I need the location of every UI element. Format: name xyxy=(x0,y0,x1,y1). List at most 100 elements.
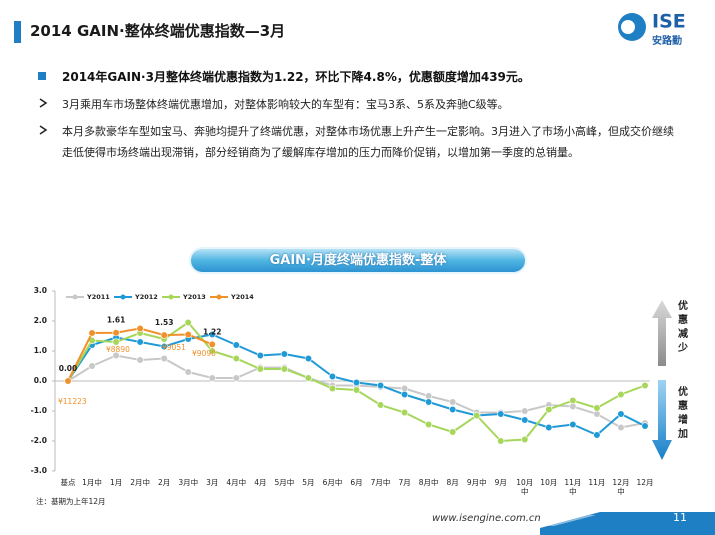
data-point xyxy=(617,423,625,432)
arrow-up xyxy=(652,300,672,366)
y-tick-label: 1.0 xyxy=(34,346,47,355)
data-point xyxy=(425,420,433,429)
data-point xyxy=(352,378,361,387)
data-point xyxy=(641,381,649,390)
y-tick-label: -1.0 xyxy=(31,406,47,415)
x-tick-label: 9月中 xyxy=(466,478,487,487)
bullet-arrow xyxy=(39,98,48,108)
data-point xyxy=(593,410,601,418)
x-tick-label: 10月 xyxy=(540,478,558,487)
data-point xyxy=(569,420,577,429)
bullet-square xyxy=(38,72,46,80)
x-tick-label: 11月 xyxy=(588,478,606,487)
logo-name: ISE xyxy=(652,11,686,33)
x-tick-label: 4月中 xyxy=(226,478,247,487)
bullet-text: 3月乘用车市场整体终端优惠增加，对整体影响较大的车型有：宝马3系、5系及奔驰C级… xyxy=(62,98,509,111)
data-point xyxy=(280,350,288,358)
data-point xyxy=(449,428,457,436)
data-point xyxy=(160,354,168,363)
x-tick-label: 9月 xyxy=(494,478,507,487)
footer-url: www.isengine.com.cn xyxy=(432,513,541,524)
y-tick-label: -2.0 xyxy=(31,436,47,445)
data-point xyxy=(232,374,240,382)
footer-band xyxy=(540,512,715,535)
data-point xyxy=(184,368,192,376)
data-point xyxy=(545,423,553,432)
data-point xyxy=(593,431,601,439)
side-label: 优惠减少 xyxy=(678,301,688,354)
data-point xyxy=(136,324,144,333)
x-tick-label: 4月 xyxy=(254,478,267,487)
slide-title: 2014 GAIN·整体终端优惠指数—3月 xyxy=(30,22,286,40)
data-point xyxy=(376,381,385,390)
bullet-arrow xyxy=(39,125,48,135)
data-point xyxy=(136,356,144,364)
bullet-text: 2014年GAIN·3月整体终端优惠指数为1.22，环比下降4.8%，优惠额度增… xyxy=(62,70,530,84)
x-tick-label: 7月 xyxy=(398,478,411,487)
x-tick-label: 12月 xyxy=(636,478,654,487)
x-tick-label: 6月 xyxy=(350,478,363,487)
x-tick-label: 12月中 xyxy=(612,478,630,496)
logo-icon-inner xyxy=(621,20,635,34)
data-point xyxy=(521,407,529,415)
annotation: ¥9051 xyxy=(162,343,186,352)
legend-marker xyxy=(168,294,174,300)
annotation: ¥11223 xyxy=(58,397,87,406)
data-point xyxy=(184,318,192,327)
data-point xyxy=(88,362,96,370)
x-tick-label: 7月中 xyxy=(370,478,391,487)
data-point xyxy=(400,390,409,399)
data-point xyxy=(304,354,313,363)
x-tick-label: 2月中 xyxy=(130,478,151,487)
data-point xyxy=(328,384,337,393)
x-tick-label: 3月 xyxy=(206,478,219,487)
x-tick-label: 5月 xyxy=(302,478,315,487)
data-point xyxy=(232,354,240,363)
data-point xyxy=(617,410,625,418)
data-point xyxy=(449,398,457,406)
data-point xyxy=(497,437,505,445)
data-point xyxy=(545,405,553,414)
title-bar xyxy=(14,21,21,43)
legend-marker xyxy=(120,294,126,300)
data-point xyxy=(256,351,264,360)
data-point xyxy=(400,384,409,393)
data-point xyxy=(569,396,577,405)
x-tick-label: 5月中 xyxy=(274,478,295,487)
data-point xyxy=(617,390,625,399)
footer-stripe xyxy=(548,515,596,526)
data-point xyxy=(160,342,168,351)
legend-label: Y2014 xyxy=(230,293,254,301)
data-point xyxy=(425,398,433,406)
data-label: 1.22 xyxy=(203,327,222,336)
data-point xyxy=(232,341,240,349)
data-point xyxy=(449,405,457,414)
side-label: 优惠增加 xyxy=(678,387,688,440)
data-point xyxy=(497,410,505,418)
data-point xyxy=(352,386,361,394)
x-tick-label: 3月中 xyxy=(178,478,199,487)
y-tick-label: -3.0 xyxy=(31,466,47,475)
chart-title: GAIN·月度终端优惠指数-整体 xyxy=(269,253,447,268)
y-tick-label: 2.0 xyxy=(34,316,47,325)
data-point xyxy=(112,351,120,360)
data-point xyxy=(593,404,601,412)
data-point xyxy=(208,330,216,339)
data-point xyxy=(184,330,192,339)
data-point xyxy=(112,329,120,337)
data-point xyxy=(569,402,577,411)
data-point xyxy=(304,374,313,382)
legend-label: Y2011 xyxy=(86,293,110,301)
chart-note: 注：基期为上年12月 xyxy=(36,497,106,506)
chart-title-pill xyxy=(189,247,527,274)
annotation: ¥8890 xyxy=(106,345,130,354)
data-point xyxy=(136,338,144,346)
x-tick-label: 2月 xyxy=(158,478,171,487)
x-tick-label: 8月中 xyxy=(418,478,439,487)
x-tick-label: 11月中 xyxy=(564,478,582,496)
legend-marker xyxy=(216,294,222,300)
data-point xyxy=(376,401,385,409)
y-tick-label: 3.0 xyxy=(34,286,47,295)
